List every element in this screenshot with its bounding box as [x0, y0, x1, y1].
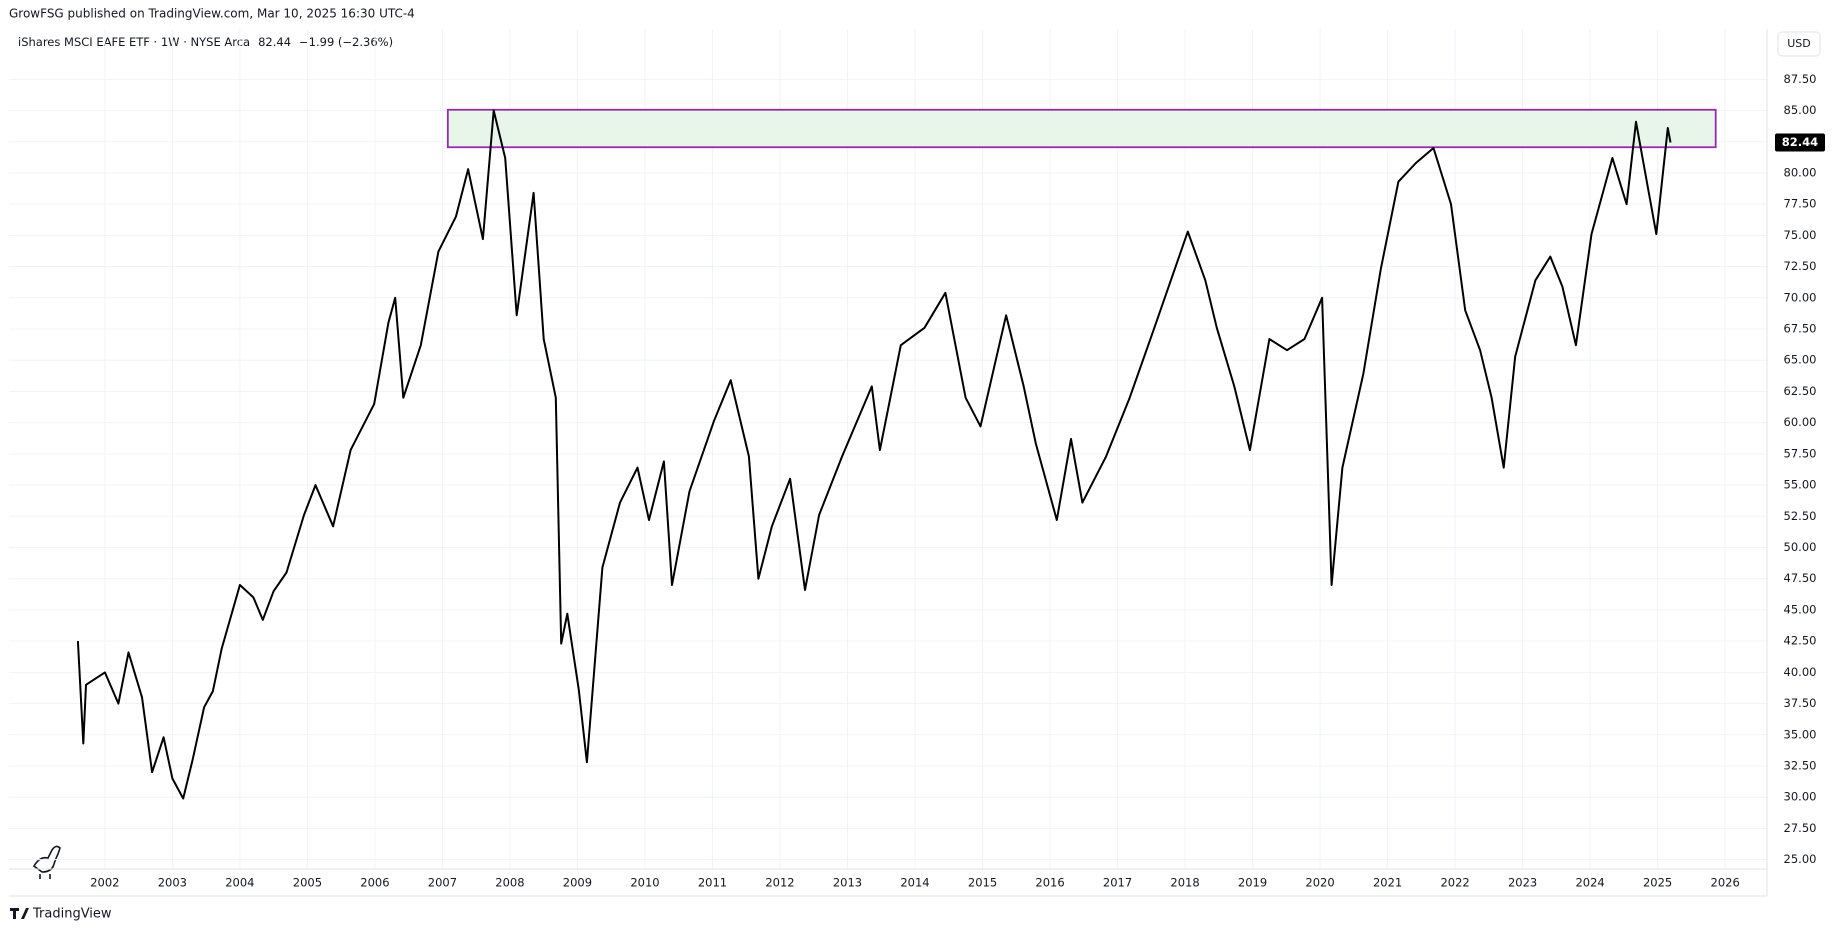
x-tick-label: 2005: [293, 876, 322, 890]
x-tick-label: 2022: [1440, 876, 1469, 890]
y-tick-label: 62.50: [1784, 384, 1817, 398]
y-tick-label: 57.50: [1784, 446, 1817, 460]
y-tick-label: 42.50: [1784, 634, 1817, 648]
x-tick-label: 2018: [1170, 876, 1199, 890]
y-tick-label: 72.50: [1784, 259, 1817, 273]
x-tick-label: 2024: [1575, 876, 1604, 890]
x-tick-label: 2016: [1035, 876, 1064, 890]
zone: [446, 108, 1717, 149]
currency-label[interactable]: USD: [1787, 37, 1811, 50]
x-tick-label: 2006: [360, 876, 389, 890]
last-price-box: [1775, 133, 1825, 152]
x-tick-label: 2009: [563, 876, 592, 890]
x-tick-label: 2017: [1103, 876, 1132, 890]
x-tick-label: 2004: [225, 876, 254, 890]
x-tick-label: 2015: [968, 876, 997, 890]
y-tick-label: 80.00: [1784, 165, 1817, 179]
x-tick-label: 2007: [428, 876, 457, 890]
x-tick-label: 2019: [1238, 876, 1267, 890]
x-tick-label: 2008: [495, 876, 524, 890]
x-tick-label: 2011: [698, 876, 727, 890]
footer-logo: TradingView: [10, 907, 112, 922]
logo-mark: [10, 908, 29, 919]
y-tick-label: 35.00: [1784, 727, 1817, 741]
x-tick-label: 2003: [158, 876, 187, 890]
brand: TradingView: [32, 907, 112, 922]
y-tick-label: 52.50: [1784, 509, 1817, 523]
x-tick-label: 2023: [1508, 876, 1537, 890]
y-tick-label: 75.00: [1784, 228, 1817, 242]
symbol-change: −1.99 (−2.36%): [299, 35, 393, 49]
x-tick-label: 2026: [1711, 876, 1740, 890]
x-tick-label: 2021: [1373, 876, 1402, 890]
y-tick-label: 65.00: [1784, 353, 1817, 367]
y-tick-label: 32.50: [1784, 758, 1817, 772]
y-tick-label: 85.00: [1784, 103, 1817, 117]
x-tick-label: 2013: [833, 876, 862, 890]
currency-button[interactable]: [1777, 31, 1821, 57]
y-tick-label: 27.50: [1784, 821, 1817, 835]
price-line: [76, 109, 1672, 800]
y-tick-label: 60.00: [1784, 415, 1817, 429]
x-tick-label: 2010: [630, 876, 659, 890]
y-tick-label: 47.50: [1784, 571, 1817, 585]
symbol-price: 82.44: [258, 35, 291, 49]
y-tick-label: 77.50: [1784, 197, 1817, 211]
y-tick-label: 45.00: [1784, 602, 1817, 616]
y-tick-label: 67.50: [1784, 322, 1817, 336]
symbol: iShares MSCI EAFE ETF · 1W · NYSE Arca 82…: [18, 35, 393, 49]
x-tick-label: 2012: [765, 876, 794, 890]
x-tick-label: 2002: [90, 876, 119, 890]
last-price-label: 82.44: [1782, 135, 1818, 149]
y-tick-label: 55.00: [1784, 478, 1817, 492]
plot: [9, 29, 1767, 869]
y-tick-label: 37.50: [1784, 696, 1817, 710]
x-tick-label: 2014: [900, 876, 929, 890]
x-tick-label: 2020: [1305, 876, 1334, 890]
y-tick-label: 50.00: [1784, 540, 1817, 554]
y-tick-label: 30.00: [1784, 790, 1817, 804]
symbol-name: iShares MSCI EAFE ETF · 1W · NYSE Arca: [18, 35, 250, 49]
published-note: GrowFSG published on TradingView.com, Ma…: [9, 7, 415, 21]
y-tick-label: 70.00: [1784, 290, 1817, 304]
y-tick-label: 87.50: [1784, 72, 1817, 86]
x-tick-label: 2025: [1643, 876, 1672, 890]
y-tick-label: 25.00: [1784, 852, 1817, 866]
y-tick-label: 40.00: [1784, 665, 1817, 679]
